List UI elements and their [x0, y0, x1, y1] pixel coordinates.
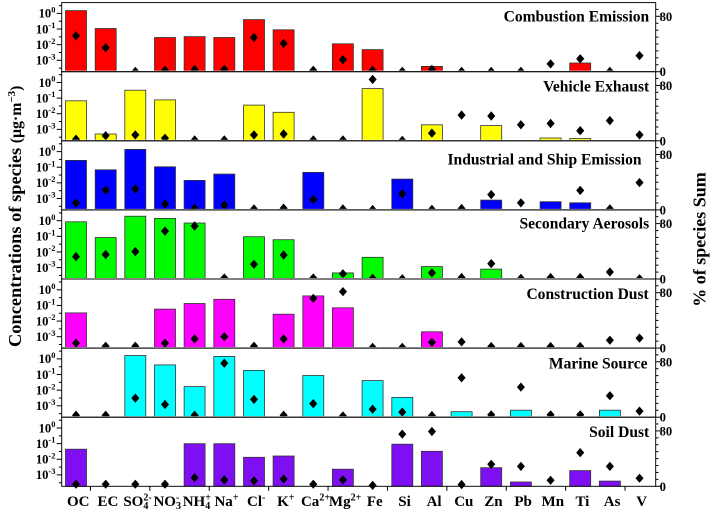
- svg-text:% of species Sum: % of species Sum: [690, 172, 710, 307]
- svg-text:0: 0: [660, 134, 666, 148]
- svg-text:80: 80: [660, 10, 673, 24]
- svg-text:Mn: Mn: [542, 494, 565, 510]
- svg-text:80: 80: [660, 424, 673, 438]
- svg-text:As: As: [604, 494, 621, 510]
- svg-text:Combustion Emission: Combustion Emission: [504, 9, 650, 26]
- svg-text:0: 0: [660, 411, 666, 425]
- svg-text:Ti: Ti: [575, 494, 589, 510]
- svg-text:Pb: Pb: [514, 494, 532, 510]
- svg-text:OC: OC: [67, 494, 90, 510]
- svg-text:100: 100: [39, 351, 56, 366]
- svg-text:Cl-: Cl-: [247, 493, 265, 511]
- svg-text:100: 100: [39, 282, 56, 297]
- svg-text:0: 0: [660, 342, 666, 356]
- svg-text:SO42-: SO42-: [123, 493, 151, 513]
- svg-text:0: 0: [660, 65, 666, 79]
- svg-text:80: 80: [660, 355, 673, 369]
- svg-text:Marine Source: Marine Source: [549, 356, 648, 373]
- svg-text:80: 80: [660, 217, 673, 231]
- svg-text:Fe: Fe: [367, 494, 383, 510]
- svg-text:NH4+: NH4+: [183, 493, 212, 513]
- svg-text:Si: Si: [398, 494, 411, 510]
- svg-text:100: 100: [39, 75, 56, 90]
- svg-text:80: 80: [660, 79, 673, 93]
- svg-text:Industrial and Ship Emission: Industrial and Ship Emission: [448, 152, 642, 169]
- svg-text:100: 100: [39, 420, 56, 435]
- svg-text:NO3-: NO3-: [153, 493, 181, 513]
- svg-text:Cu: Cu: [454, 494, 473, 510]
- svg-text:Concentrations of species (μg·: Concentrations of species (μg·m−3): [5, 86, 25, 347]
- svg-text:0: 0: [660, 273, 666, 287]
- svg-text:100: 100: [39, 6, 56, 21]
- svg-text:80: 80: [660, 286, 673, 300]
- svg-text:Vehicle Exhaust: Vehicle Exhaust: [543, 78, 650, 95]
- svg-text:EC: EC: [97, 494, 118, 510]
- svg-text:0: 0: [660, 480, 666, 494]
- svg-text:80: 80: [660, 148, 673, 162]
- svg-text:Construction Dust: Construction Dust: [526, 286, 649, 303]
- svg-text:V: V: [636, 494, 647, 510]
- svg-text:Zn: Zn: [484, 494, 503, 510]
- svg-text:0: 0: [660, 203, 666, 217]
- svg-text:Soil Dust: Soil Dust: [589, 424, 650, 441]
- svg-text:Secondary Aerosols: Secondary Aerosols: [519, 216, 649, 233]
- svg-text:100: 100: [39, 213, 56, 228]
- svg-text:100: 100: [39, 144, 56, 159]
- svg-text:Al: Al: [427, 494, 442, 510]
- svg-text:Na+: Na+: [214, 493, 238, 511]
